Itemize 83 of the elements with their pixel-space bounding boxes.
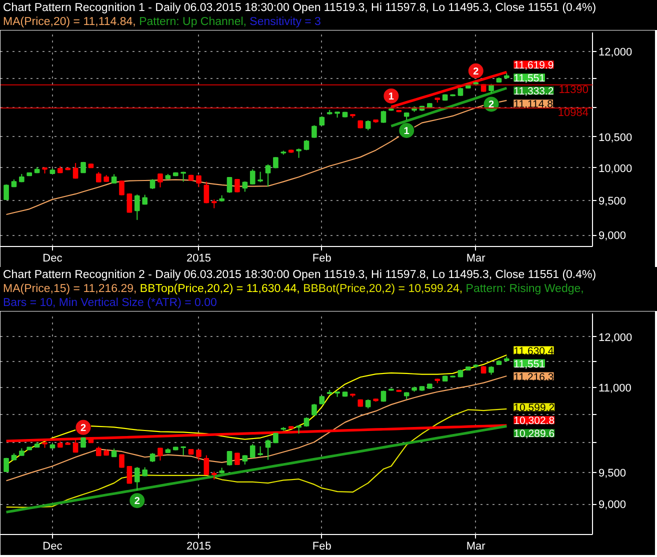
- candlestick: [234, 178, 240, 193]
- y-tick-label: 10,000: [598, 162, 632, 175]
- data-label: 10,302.8: [514, 415, 555, 428]
- data-label: 11,216.3: [514, 371, 554, 384]
- candlestick: [134, 466, 140, 491]
- line-series: [6, 408, 508, 508]
- x-tick-label: Feb: [312, 252, 332, 264]
- annotation: 11,551: [514, 72, 546, 85]
- chart-subtitle: Bars = 10, Min Vertical Size (*ATR) = 0.00: [3, 297, 217, 309]
- candlestick: [226, 176, 232, 194]
- annotation: 2: [80, 422, 86, 434]
- candlestick: [126, 466, 132, 484]
- data-label: 10,289.6: [514, 428, 555, 440]
- ref-line-label: 10984: [558, 107, 589, 120]
- x-tick-label: 2015: [186, 540, 211, 552]
- line-series: [4, 424, 508, 514]
- data-label: 11,114.8: [514, 98, 554, 111]
- candlestick: [265, 164, 271, 188]
- candlestick: [134, 194, 140, 220]
- text: MA(Price,15) = 11,216.29,: [3, 283, 137, 295]
- x-tick-label: Feb: [312, 540, 332, 552]
- candlestick: [72, 162, 78, 180]
- data-label: 11,619.9: [514, 60, 554, 72]
- candlestick: [196, 449, 202, 461]
- x-tick-label: 2015: [186, 252, 211, 264]
- candlestick: [204, 454, 210, 476]
- candlestick: [250, 168, 256, 185]
- chart-title: Chart Pattern Recognition 2 - Daily 06.03.2015 18:30:00 Open 11519.3, Hi 11597.8, Lo 11495.3, Close 11551 (0.4%): [3, 269, 596, 281]
- y-tick-label: 12,000: [598, 332, 632, 344]
- candlestick: [265, 439, 271, 460]
- candlestick: [96, 446, 102, 456]
- text: BBBot(Price,20,2) = 10,599.24,: [303, 283, 463, 295]
- candlestick: [119, 180, 124, 196]
- y-tick-label: 9,500: [598, 468, 626, 480]
- candlestick: [204, 181, 210, 204]
- candlestick: [126, 192, 132, 214]
- line-series: [4, 424, 508, 442]
- data-label: 10,599.2: [514, 402, 555, 414]
- annotation: 2: [134, 496, 140, 508]
- chart-subtitle: Sensitivity = 3: [250, 16, 321, 28]
- y-tick-label: 9,000: [598, 499, 626, 511]
- candlestick: [226, 450, 232, 466]
- annotation: 1: [404, 126, 410, 137]
- candlestick: [258, 171, 263, 183]
- ref-line-label: 11390: [558, 84, 589, 96]
- candlestick: [96, 172, 102, 183]
- candlestick: [4, 184, 9, 200]
- annotation: 2: [488, 100, 494, 111]
- candlestick: [150, 178, 156, 190]
- text: MA(Price,20) = 11,114.84,: [3, 16, 136, 28]
- y-tick-label: 11,000: [598, 382, 632, 394]
- text: Pattern: Rising Wedge,: [466, 283, 584, 295]
- candlestick: [258, 446, 263, 456]
- x-tick-label: Dec: [42, 540, 63, 552]
- candlestick: [380, 110, 386, 124]
- text: BBTop(Price,20,2) = 11,630.44,: [140, 283, 300, 295]
- y-tick-label: 12,000: [598, 46, 632, 59]
- candlestick: [158, 172, 163, 188]
- candlestick: [273, 156, 278, 169]
- chart-title: Chart Pattern Recognition 1 - Daily 06.03.2015 18:30:00 Open 11519.3, Hi 11597.8, Lo 11495.3, Close 11551 (0.4%): [3, 2, 596, 14]
- x-tick-label: Mar: [466, 252, 486, 264]
- annotation: 11,551: [514, 358, 546, 370]
- annotation: 1: [388, 91, 394, 102]
- candlestick: [158, 447, 163, 462]
- candlestick: [119, 454, 124, 468]
- candlestick: [312, 124, 317, 138]
- candlestick: [365, 120, 371, 131]
- y-tick-label: 10,500: [598, 132, 632, 144]
- data-label: 11,333.2: [514, 86, 554, 98]
- y-tick-label: 9,500: [598, 196, 626, 208]
- candlestick: [312, 403, 317, 416]
- candlestick: [242, 454, 248, 465]
- candlestick: [111, 174, 117, 184]
- line-series: [6, 375, 508, 482]
- candlestick: [250, 444, 256, 458]
- y-tick-label: 9,000: [598, 230, 626, 242]
- candlestick: [365, 398, 371, 409]
- annotation: 2: [473, 66, 480, 78]
- text: Pattern: Up Channel,: [139, 16, 246, 28]
- candlestick: [296, 148, 302, 158]
- x-tick-label: Mar: [466, 540, 486, 552]
- data-label: 11,630.4: [514, 345, 554, 358]
- x-tick-label: Dec: [42, 252, 63, 264]
